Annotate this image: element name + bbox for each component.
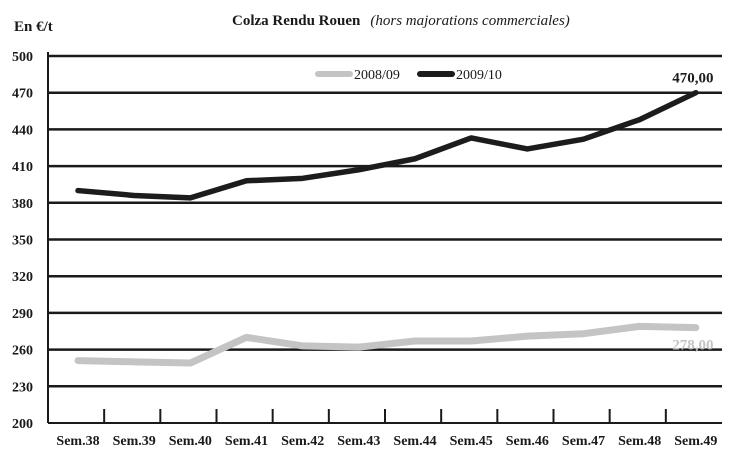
- x-tick-label: Sem.48: [618, 434, 661, 449]
- chart-title-main: Colza Rendu Rouen: [232, 13, 361, 29]
- x-tick-label: Sem.41: [225, 434, 268, 449]
- x-tick-label: Sem.43: [337, 434, 380, 449]
- y-tick-label: 380: [12, 197, 33, 212]
- y-tick-label: 470: [12, 87, 33, 102]
- legend-label-2009-10: 2009/10: [456, 68, 502, 83]
- series-line-2008-09: [74, 322, 700, 367]
- y-tick-label: 410: [12, 160, 33, 175]
- x-tick-label: Sem.39: [113, 434, 156, 449]
- grid-lines: [48, 54, 722, 388]
- x-tick-label: Sem.38: [56, 434, 99, 449]
- series-lines: [74, 89, 700, 367]
- x-tick-label: Sem.40: [169, 434, 212, 449]
- y-tick-label: 200: [12, 417, 33, 432]
- end-labels: 470,00 278,00: [672, 71, 713, 354]
- x-tick-label: Sem.47: [562, 434, 605, 449]
- y-tick-label: 230: [12, 380, 33, 395]
- y-tick-label: 440: [12, 123, 33, 138]
- x-tick-label: Sem.45: [450, 434, 493, 449]
- y-tick-label: 500: [12, 50, 33, 65]
- chart-title: Colza Rendu Rouen (hors majorations comm…: [232, 12, 570, 29]
- y-tick-label: 260: [12, 344, 33, 359]
- y-axis-tick-labels: 500 470 440 410 380 350 320 290 260 230 200: [12, 50, 33, 432]
- y-axis-unit-label: En €/t: [14, 19, 53, 35]
- x-tick-label: Sem.46: [506, 434, 549, 449]
- legend-label-2008-09: 2008/09: [354, 68, 400, 83]
- y-tick-label: 290: [12, 307, 33, 322]
- legend: 2008/09 2009/10: [315, 68, 502, 83]
- x-axis-tick-labels: Sem.38 Sem.39 Sem.40 Sem.41 Sem.42 Sem.43 Sem.…: [56, 434, 717, 449]
- x-tick-label: Sem.42: [281, 434, 324, 449]
- chart-subtitle: (hors majorations commerciales): [370, 13, 569, 29]
- x-tick-label: Sem.49: [674, 434, 717, 449]
- axes: [47, 52, 722, 424]
- end-label-2009-10: 470,00: [672, 71, 713, 87]
- series-line-2009-10: [75, 89, 699, 201]
- x-tick-label: Sem.44: [393, 434, 436, 449]
- y-tick-label: 320: [12, 270, 33, 285]
- y-tick-label: 350: [12, 234, 33, 249]
- end-label-2008-09: 278,00: [672, 338, 713, 354]
